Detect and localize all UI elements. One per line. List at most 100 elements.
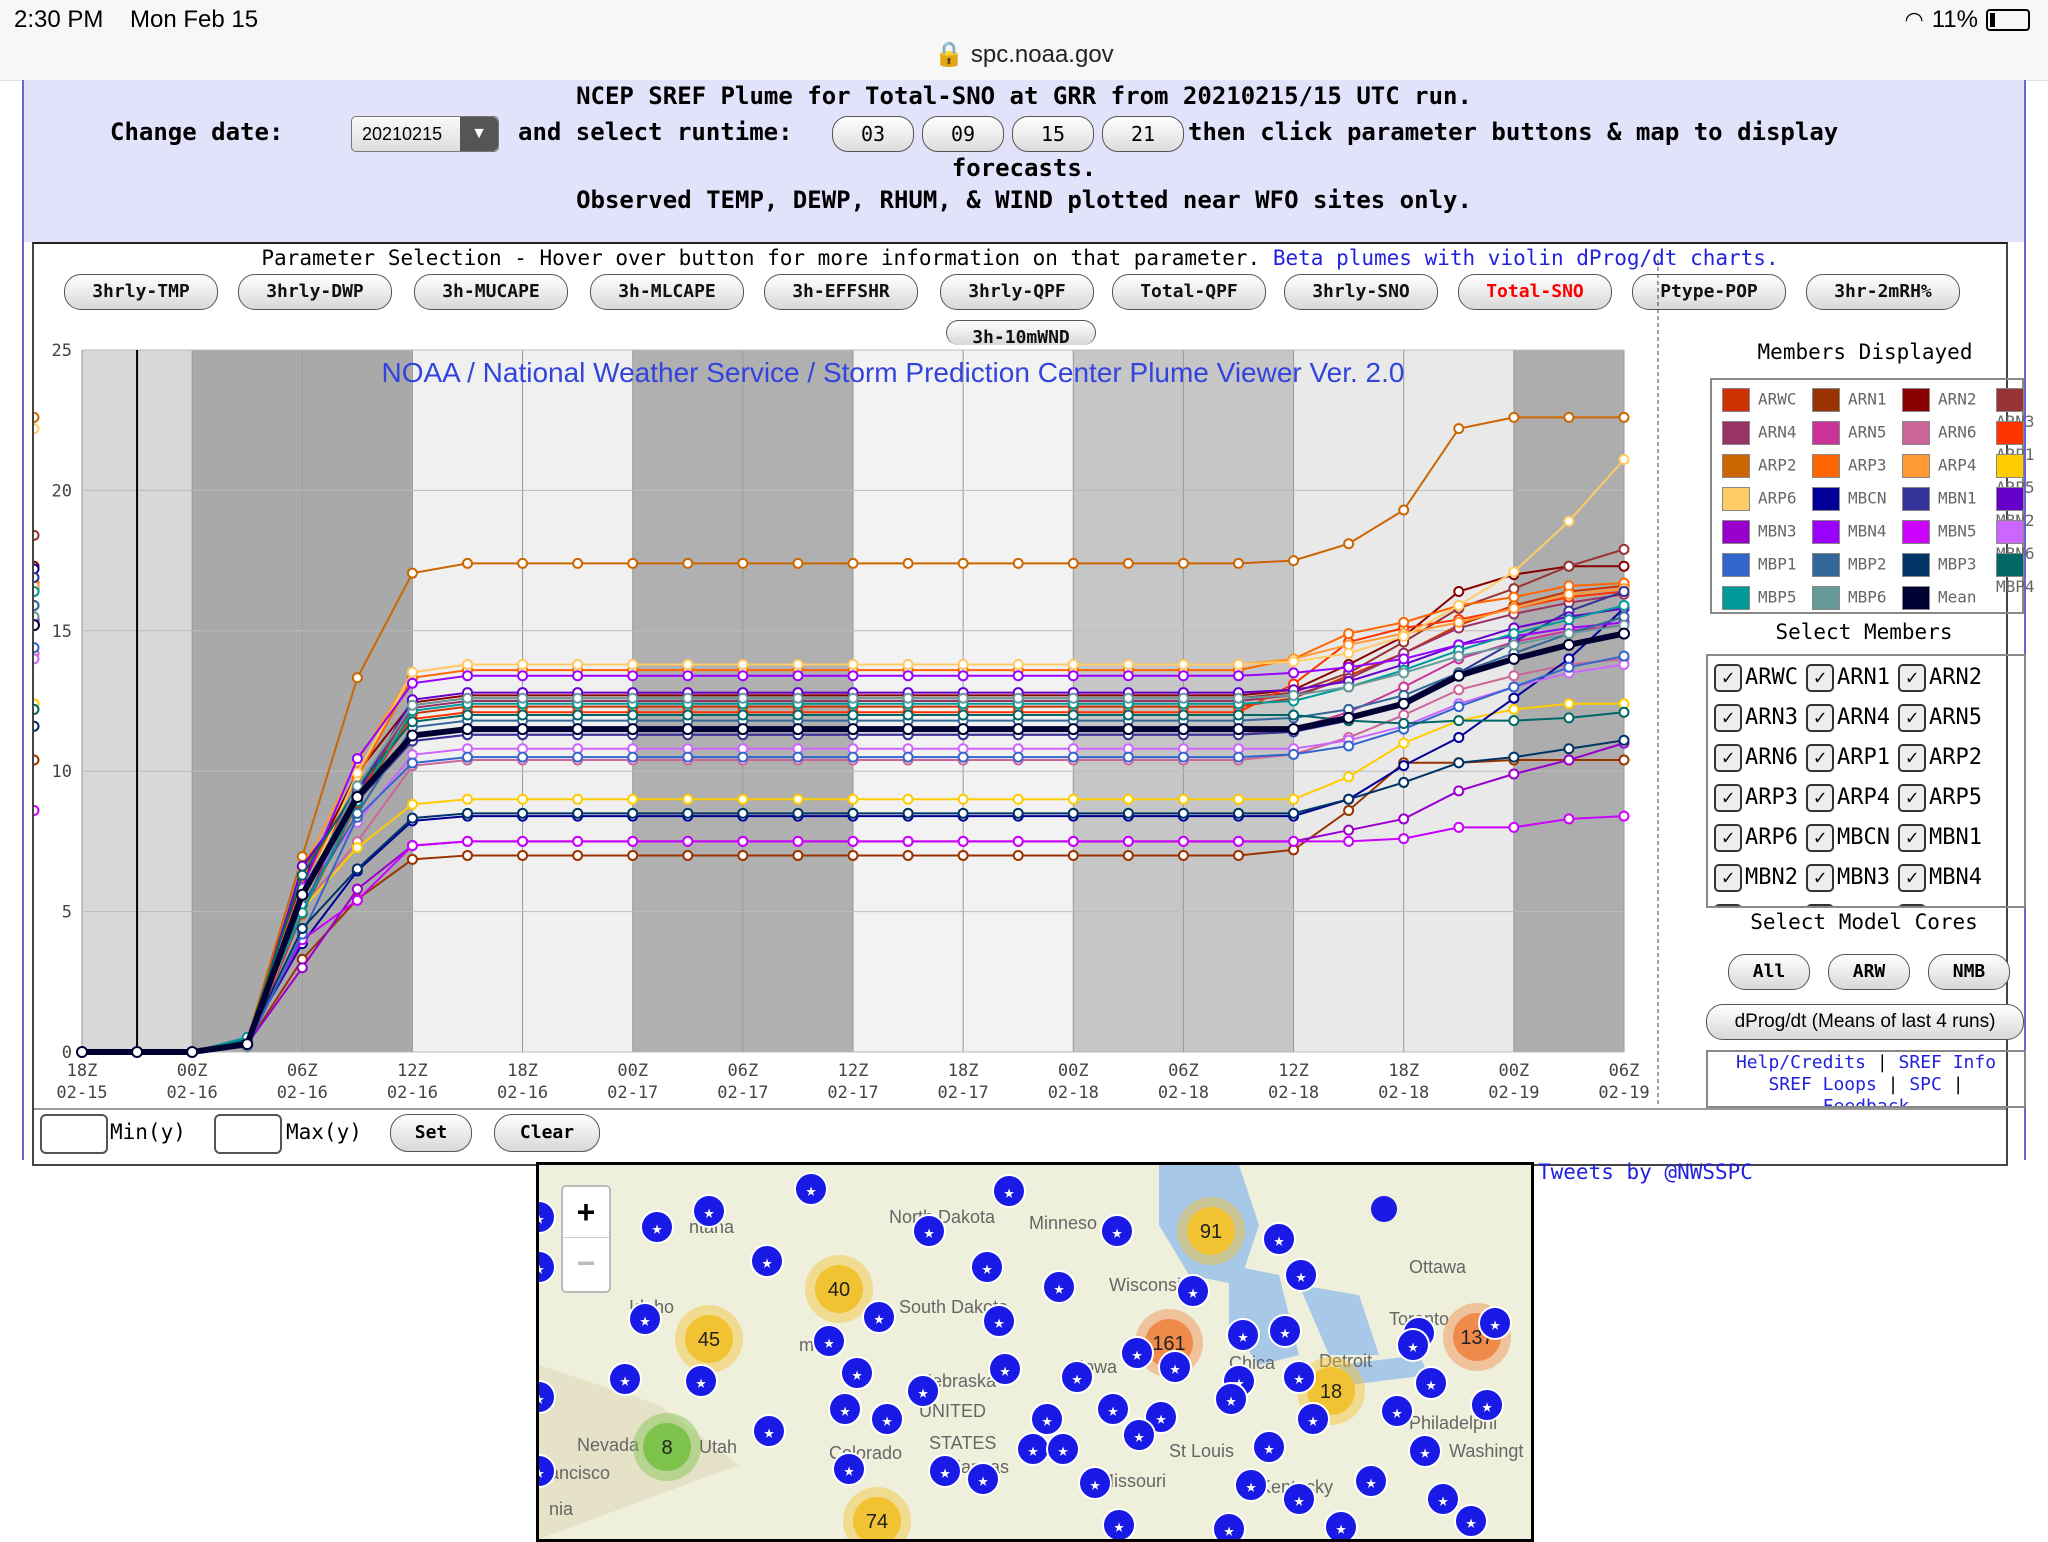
spc-link[interactable]: SPC — [1909, 1074, 1942, 1095]
legend-label: MBP3 — [1938, 554, 1977, 574]
star-icon: ★ — [918, 1382, 929, 1403]
core-button-all[interactable]: All — [1728, 954, 1810, 990]
legend-label: ARP6 — [1758, 488, 1797, 508]
runtime-button-21[interactable]: 21 — [1102, 116, 1184, 152]
star-icon: ★ — [640, 1310, 651, 1331]
point-mbp3 — [627, 807, 639, 819]
member-checkbox-mbn3[interactable]: ✓ MBN3 — [1806, 864, 1890, 892]
member-checkbox-arn4[interactable]: ✓ ARN4 — [1806, 704, 1890, 732]
clear-button[interactable]: Clear — [494, 1114, 600, 1152]
param-button-3h-10mwnd[interactable]: 3h-10mWND — [946, 320, 1096, 345]
star-icon: ★ — [1438, 1490, 1449, 1511]
dprog-button[interactable]: dProg/dt (Means of last 4 runs) — [1706, 1004, 2024, 1040]
star-icon: ★ — [1054, 1278, 1065, 1299]
param-button-3h-mucape[interactable]: 3h-MUCAPE — [414, 274, 568, 310]
point-mbp6 — [1343, 681, 1355, 693]
point-arp2 — [1343, 538, 1355, 550]
help-credits-link[interactable]: Help/Credits — [1735, 1052, 1866, 1073]
sref-info-link[interactable]: SREF Info — [1898, 1052, 1997, 1073]
legend-swatch — [1902, 586, 1930, 610]
point-arp2 — [1122, 557, 1134, 569]
point-mean — [241, 1038, 254, 1051]
wfo-marker — [1252, 1430, 1286, 1464]
wfo-marker — [628, 1302, 662, 1336]
member-checkbox-arp6[interactable]: ✓ ARP6 — [1714, 824, 1798, 852]
member-checkbox-mbp1[interactable]: ✓MBP1 — [1898, 904, 1982, 906]
member-checkbox-mbn1[interactable]: ✓ MBN1 — [1898, 824, 1982, 852]
point-mbn5 — [1343, 835, 1355, 847]
member-checkbox-arn6[interactable]: ✓ ARN6 — [1714, 744, 1798, 772]
star-icon: ★ — [1132, 1344, 1143, 1365]
member-checkbox-arn2[interactable]: ✓ ARN2 — [1898, 664, 1982, 692]
param-button-3h-mlcape[interactable]: 3h-MLCAPE — [590, 274, 744, 310]
point-arp2 — [1398, 504, 1410, 516]
legend-swatch — [1902, 553, 1930, 577]
member-checkbox-arp2[interactable]: ✓ ARP2 — [1898, 744, 1982, 772]
member-checkbox-arn3[interactable]: ✓ ARN3 — [1714, 704, 1798, 732]
param-button-3hr-2mrh-[interactable]: 3hr-2mRH% — [1806, 274, 1960, 310]
param-button-3hrly-tmp[interactable]: 3hrly-TMP — [64, 274, 218, 310]
point-arp5 — [572, 793, 584, 805]
member-checkbox-mbn5[interactable]: ✓MBN5 — [1714, 904, 1798, 906]
x-tick-label: 02-19 — [1488, 1083, 1539, 1103]
wfo-marker — [539, 1380, 556, 1414]
point-arp6 — [1398, 630, 1410, 642]
tweets-link[interactable]: Tweets by @NWSSPC — [1538, 1160, 1753, 1184]
param-button-3hrly-dwp[interactable]: 3hrly-DWP — [238, 274, 392, 310]
checkbox-label: ARN2 — [1929, 665, 1982, 690]
point-arn1 — [1618, 754, 1630, 766]
star-icon: ★ — [1336, 1518, 1347, 1539]
min-y-input[interactable] — [40, 1114, 108, 1154]
checkmark-icon: ✓ — [1806, 824, 1834, 852]
member-checkbox-mbn6[interactable]: ✓MBN6 — [1806, 904, 1890, 906]
address-bar[interactable]: 🔒 spc.noaa.gov — [0, 40, 2048, 69]
point-mbp3 — [406, 812, 418, 824]
wfo-marker — [608, 1362, 642, 1396]
member-checkbox-mbn4[interactable]: ✓ MBN4 — [1898, 864, 1982, 892]
runtime-button-09[interactable]: 09 — [922, 116, 1004, 152]
wfo-marker — [1234, 1468, 1268, 1502]
point-mbn5 — [737, 835, 749, 847]
param-button-total-qpf[interactable]: Total-QPF — [1112, 274, 1266, 310]
point-arp5 — [1288, 793, 1300, 805]
point-arp6 — [462, 658, 473, 670]
point-mbp4 — [1177, 709, 1189, 721]
point-mbp6 — [572, 692, 584, 704]
date-select[interactable]: 20210215 ▼ — [351, 116, 499, 152]
point-mean — [131, 1046, 144, 1058]
runtime-button-03[interactable]: 03 — [832, 116, 914, 152]
member-checkbox-arp1[interactable]: ✓ ARP1 — [1806, 744, 1890, 772]
runtime-button-15[interactable]: 15 — [1012, 116, 1094, 152]
member-checkbox-arp5[interactable]: ✓ ARP5 — [1898, 784, 1982, 812]
param-button-3h-effshr[interactable]: 3h-EFFSHR — [764, 274, 918, 310]
wfo-marker — [1214, 1382, 1248, 1416]
feedback-link[interactable]: Feedback — [1822, 1096, 1910, 1108]
core-button-nmb[interactable]: NMB — [1928, 954, 2010, 990]
member-checkbox-arp3[interactable]: ✓ ARP3 — [1714, 784, 1798, 812]
member-checkbox-arp4[interactable]: ✓ ARP4 — [1806, 784, 1890, 812]
zoom-out-button[interactable]: − — [563, 1237, 609, 1288]
param-button-total-sno[interactable]: Total-SNO — [1458, 274, 1612, 310]
legend-swatch — [1722, 454, 1750, 478]
beta-plumes-link[interactable]: Beta plumes with violin dProg/dt charts. — [1272, 246, 1779, 270]
member-checkbox-mbn2[interactable]: ✓ MBN2 — [1714, 864, 1798, 892]
zoom-in-button[interactable]: + — [576, 1194, 596, 1230]
set-button[interactable]: Set — [390, 1114, 472, 1152]
point-arn2 — [1453, 585, 1465, 597]
cluster-marker — [815, 1265, 863, 1313]
member-checkbox-arn5[interactable]: ✓ ARN5 — [1898, 704, 1982, 732]
param-button-3hrly-qpf[interactable]: 3hrly-QPF — [940, 274, 1094, 310]
point-mbn1 — [34, 571, 40, 583]
member-checkbox-mbcn[interactable]: ✓ MBCN — [1806, 824, 1890, 852]
param-button-3hrly-sno[interactable]: 3hrly-SNO — [1284, 274, 1438, 310]
sref-loops-link[interactable]: SREF Loops — [1768, 1074, 1877, 1095]
member-checkbox-arn1[interactable]: ✓ ARN1 — [1806, 664, 1890, 692]
point-arp2 — [737, 557, 749, 569]
point-mbp3 — [957, 807, 969, 819]
wfo-map[interactable]: North DakotaMinnesontanaWisconsinOttawaS… — [536, 1162, 1534, 1542]
member-checkbox-arwc[interactable]: ✓ ARWC — [1714, 664, 1798, 692]
point-mean — [1177, 723, 1190, 736]
max-y-input[interactable] — [214, 1114, 282, 1154]
core-button-arw[interactable]: ARW — [1828, 954, 1910, 990]
checkbox-label: ARP5 — [1929, 785, 1982, 810]
